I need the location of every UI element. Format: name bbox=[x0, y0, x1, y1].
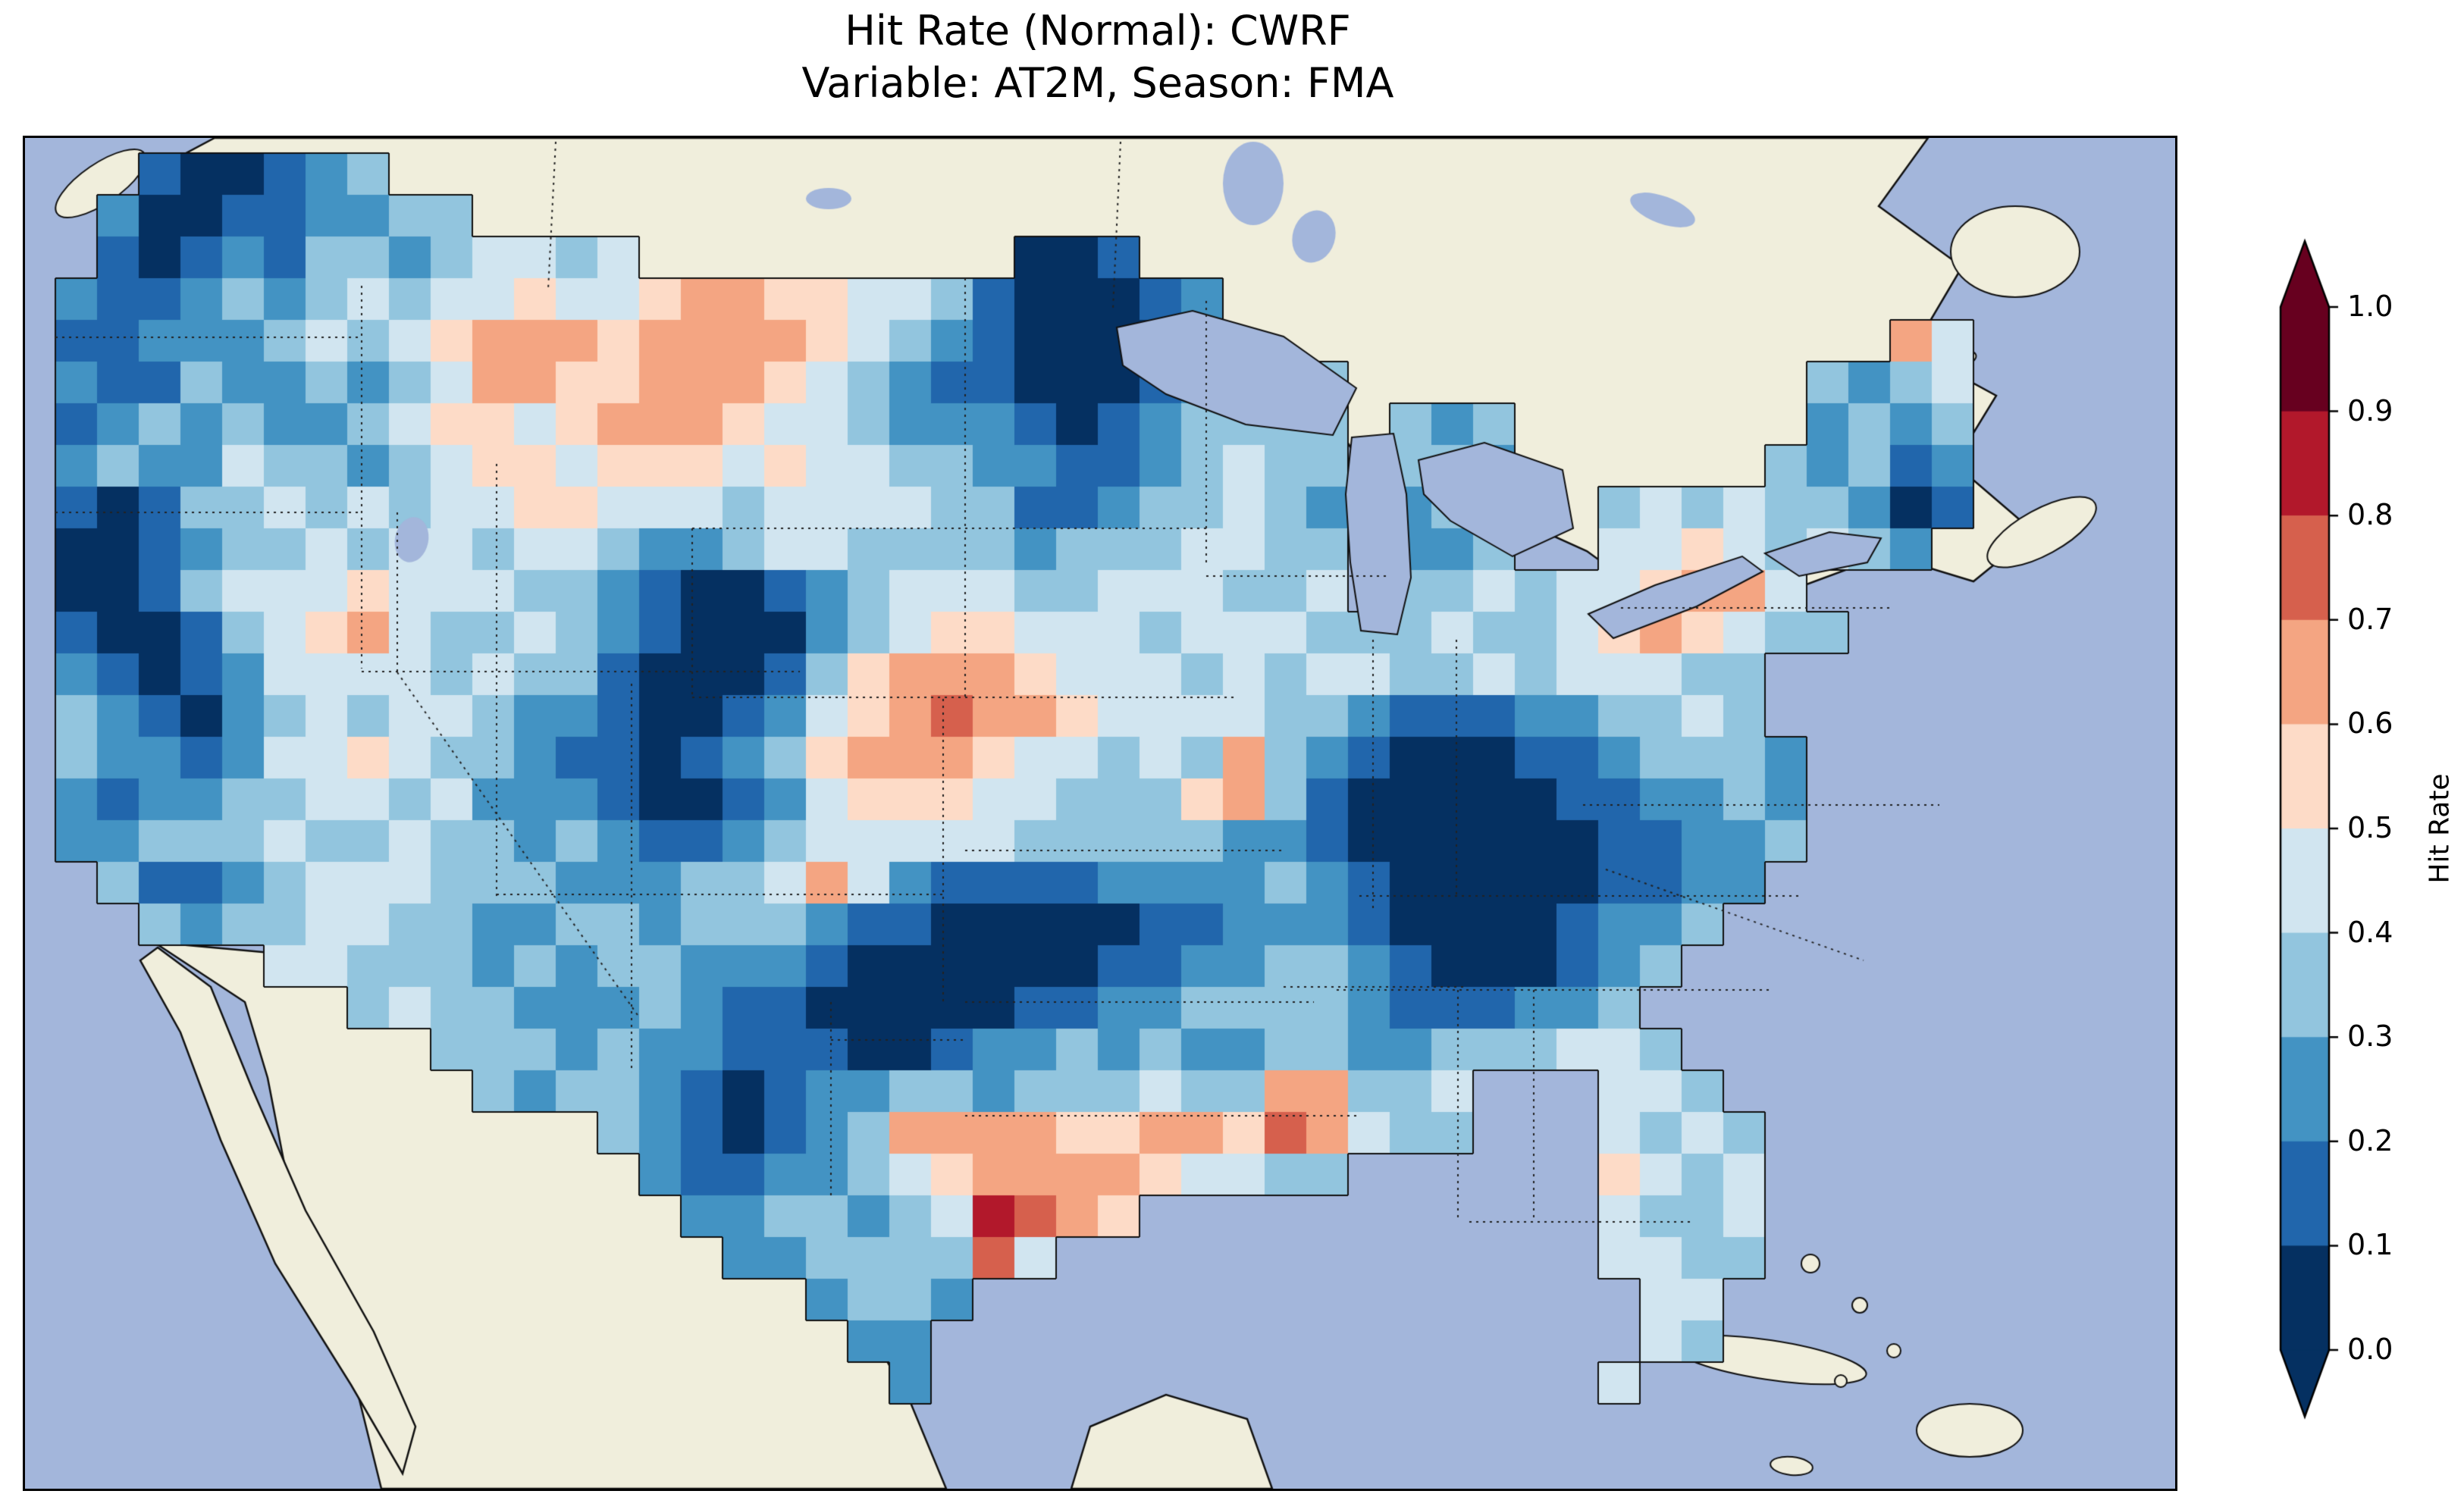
colorbar-tick-label: 0.6 bbox=[2347, 706, 2393, 741]
figure-subtitle: Variable: AT2M, Season: FMA bbox=[801, 59, 1394, 108]
colorbar-tick-label: 0.4 bbox=[2347, 915, 2393, 949]
colorbar-tick-label: 0.1 bbox=[2347, 1228, 2393, 1262]
colorbar-tick-label: 0.0 bbox=[2347, 1333, 2393, 1367]
colorbar-tick-label: 1.0 bbox=[2347, 290, 2393, 324]
colorbar-tick-label: 0.8 bbox=[2347, 498, 2393, 532]
colorbar-tick-label: 0.2 bbox=[2347, 1123, 2393, 1157]
colorbar-tick-label: 0.3 bbox=[2347, 1019, 2393, 1054]
figure-title-block: Hit Rate (Normal): CWRF Variable: AT2M, … bbox=[23, 5, 2173, 109]
colorbar-ticks: 1.0 0.9 0.8 0.7 0.6 0.5 0.4 0.3 0.2 0.1 0.0 bbox=[2347, 0, 2446, 1494]
page-title: Hit Rate (Normal): CWRF bbox=[845, 7, 1351, 55]
colorbar-tick-label: 0.5 bbox=[2347, 811, 2393, 845]
colorbar-tick-label: 0.9 bbox=[2347, 393, 2393, 428]
map-panel bbox=[23, 136, 2177, 1491]
colorbar-canvas bbox=[2259, 227, 2464, 1455]
map-canvas bbox=[25, 138, 2175, 1489]
colorbar-tick-label: 0.7 bbox=[2347, 602, 2393, 636]
colorbar-label: Hit Rate bbox=[2424, 773, 2456, 884]
